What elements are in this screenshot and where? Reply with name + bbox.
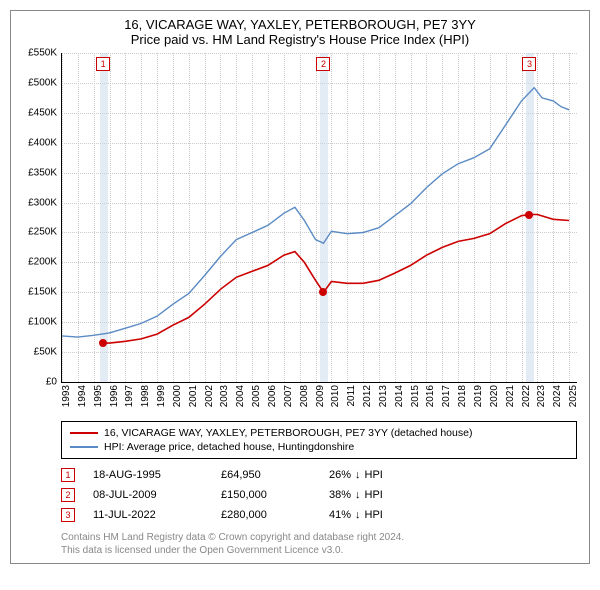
legend-swatch (70, 432, 98, 434)
sale-point (99, 339, 107, 347)
sales-row-price: £280,000 (221, 509, 311, 521)
y-axis: £0£50K£100K£150K£200K£250K£300K£350K£400… (19, 53, 61, 383)
x-tick-label: 2013 (378, 385, 389, 407)
legend-swatch (70, 446, 98, 448)
x-tick-label: 1999 (156, 385, 167, 407)
sales-table: 1 18-AUG-1995 £64,950 26% ↓ HPI 2 08-JUL-2009… (61, 465, 577, 525)
x-tick-label: 2021 (505, 385, 516, 407)
sales-row-date: 08-JUL-2009 (93, 489, 203, 501)
sale-marker-box: 1 (96, 57, 110, 71)
x-tick-label: 2003 (219, 385, 230, 407)
sales-row-price: £64,950 (221, 469, 311, 481)
y-tick-label: £450K (28, 107, 57, 118)
plot-area-outer: £0 £50K £100K £150K £200K £250K £300K £350K £400… (19, 53, 581, 413)
y-tick-label: £200K (28, 257, 57, 268)
sales-row-hpi: 41% ↓ HPI (329, 509, 383, 521)
sales-row-marker: 3 (61, 508, 75, 522)
x-tick-label: 2016 (425, 385, 436, 407)
y-tick-label: £500K (28, 77, 57, 88)
sale-marker-box: 3 (522, 57, 536, 71)
x-tick-label: 2001 (188, 385, 199, 407)
y-tick-label: £550K (28, 48, 57, 59)
series-line-hpi (62, 88, 569, 337)
x-tick-label: 1996 (109, 385, 120, 407)
title-block: 16, VICARAGE WAY, YAXLEY, PETERBOROUGH, … (11, 11, 589, 49)
x-tick-label: 1994 (77, 385, 88, 407)
down-arrow-icon: ↓ (355, 469, 361, 481)
down-arrow-icon: ↓ (355, 509, 361, 521)
sales-row-date: 11-JUL-2022 (93, 509, 203, 521)
x-tick-label: 1995 (93, 385, 104, 407)
x-tick-label: 2025 (568, 385, 579, 407)
x-tick-label: 2011 (346, 385, 357, 407)
legend-row: HPI: Average price, detached house, Hunt… (70, 440, 568, 454)
x-tick-label: 2015 (410, 385, 421, 407)
y-tick-label: £350K (28, 167, 57, 178)
y-tick-label: £50K (34, 347, 57, 358)
sales-row: 3 11-JUL-2022 £280,000 41% ↓ HPI (61, 505, 577, 525)
x-tick-label: 2024 (552, 385, 563, 407)
footer-line-1: Contains HM Land Registry data © Crown c… (61, 531, 577, 544)
sales-row-marker: 2 (61, 488, 75, 502)
legend: 16, VICARAGE WAY, YAXLEY, PETERBOROUGH, … (61, 421, 577, 459)
legend-label: HPI: Average price, detached house, Hunt… (104, 441, 354, 453)
y-tick-label: £400K (28, 137, 57, 148)
chart-container: 16, VICARAGE WAY, YAXLEY, PETERBOROUGH, … (10, 10, 590, 564)
legend-row: 16, VICARAGE WAY, YAXLEY, PETERBOROUGH, … (70, 426, 568, 440)
x-tick-label: 2017 (441, 385, 452, 407)
sales-row-hpi: 26% ↓ HPI (329, 469, 383, 481)
x-tick-label: 2018 (457, 385, 468, 407)
plot-area: 1 2 3 (61, 53, 577, 383)
title-line-1: 16, VICARAGE WAY, YAXLEY, PETERBOROUGH, … (11, 17, 589, 32)
down-arrow-icon: ↓ (355, 489, 361, 501)
y-tick-label: £100K (28, 317, 57, 328)
title-line-2: Price paid vs. HM Land Registry's House … (11, 32, 589, 47)
sale-marker-box: 2 (316, 57, 330, 71)
sale-point (525, 211, 533, 219)
x-tick-label: 2002 (204, 385, 215, 407)
line-svg (62, 53, 577, 382)
x-tick-label: 2010 (330, 385, 341, 407)
x-tick-label: 2012 (362, 385, 373, 407)
x-tick-label: 2019 (473, 385, 484, 407)
footer-line-2: This data is licensed under the Open Gov… (61, 544, 577, 557)
x-tick-label: 2004 (235, 385, 246, 407)
sales-row: 1 18-AUG-1995 £64,950 26% ↓ HPI (61, 465, 577, 485)
series-line-price_paid (103, 215, 569, 344)
x-tick-label: 2023 (536, 385, 547, 407)
x-tick-label: 2008 (299, 385, 310, 407)
x-tick-label: 2007 (283, 385, 294, 407)
sales-row-price: £150,000 (221, 489, 311, 501)
x-tick-label: 1997 (124, 385, 135, 407)
sales-row: 2 08-JUL-2009 £150,000 38% ↓ HPI (61, 485, 577, 505)
sale-point (319, 288, 327, 296)
x-tick-label: 1993 (61, 385, 72, 407)
x-tick-label: 2006 (267, 385, 278, 407)
legend-label: 16, VICARAGE WAY, YAXLEY, PETERBOROUGH, … (104, 427, 472, 439)
footer: Contains HM Land Registry data © Crown c… (61, 531, 577, 557)
y-tick-label: £250K (28, 227, 57, 238)
x-tick-label: 2014 (394, 385, 405, 407)
x-axis: 1993 1994 1995 1996 1997 1998 1999 2000 2001 2002… (61, 383, 577, 413)
y-tick-label: £0 (46, 377, 57, 388)
x-tick-label: 1998 (140, 385, 151, 407)
sales-row-date: 18-AUG-1995 (93, 469, 203, 481)
x-tick-label: 2000 (172, 385, 183, 407)
x-tick-label: 2022 (521, 385, 532, 407)
sales-row-hpi: 38% ↓ HPI (329, 489, 383, 501)
sales-row-marker: 1 (61, 468, 75, 482)
y-tick-label: £150K (28, 287, 57, 298)
x-tick-label: 2020 (489, 385, 500, 407)
x-tick-label: 2005 (251, 385, 262, 407)
x-tick-label: 2009 (315, 385, 326, 407)
y-tick-label: £300K (28, 197, 57, 208)
